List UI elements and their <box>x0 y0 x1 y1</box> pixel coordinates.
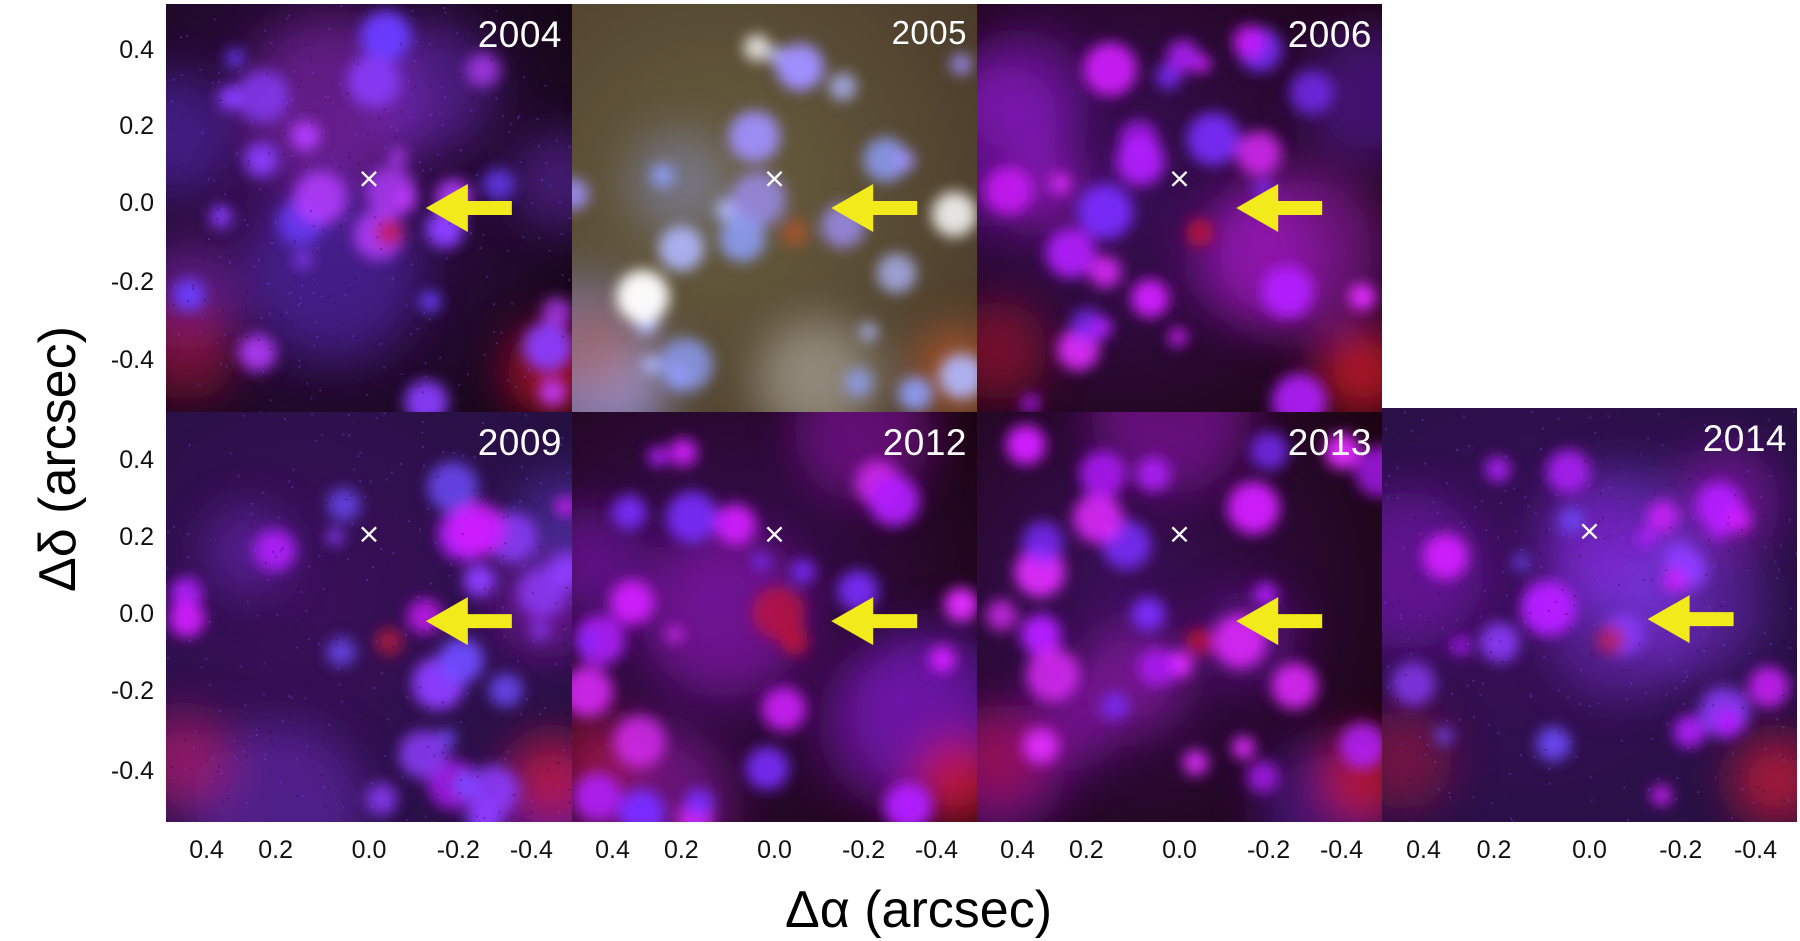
panel-year-label: 2014 <box>1702 418 1787 459</box>
panel-2006: × 2006 <box>977 4 1382 412</box>
y-tick-label: 0.0 <box>119 189 154 217</box>
panel-2014: × 2014 <box>1382 408 1797 822</box>
x-axis-label: Δα (arcsec) <box>785 881 1053 939</box>
y-axis-label: Δδ (arcsec) <box>29 326 87 592</box>
y-tick-label: 0.4 <box>119 446 154 474</box>
x-tick-label: 0.0 <box>1572 836 1607 864</box>
x-tick-label: 0.0 <box>757 836 792 864</box>
star-field <box>985 424 1382 794</box>
x-tick-label: 0.4 <box>1000 836 1035 864</box>
panel-image: × <box>166 412 572 822</box>
x-tick-label: -0.2 <box>436 836 480 864</box>
star-field <box>572 34 977 412</box>
y-tick-label: -0.2 <box>110 268 154 296</box>
center-marker: × <box>763 517 786 550</box>
yellow-left-arrow-icon <box>831 597 918 646</box>
panel-image: × <box>1382 408 1797 822</box>
x-tick-label: -0.2 <box>1659 836 1703 864</box>
panel-image: × <box>572 4 977 412</box>
x-tick-label: 0.0 <box>351 836 387 864</box>
center-marker: × <box>1168 517 1191 550</box>
x-tick-label: -0.4 <box>1733 836 1778 864</box>
y-tick-label: 0.2 <box>119 523 154 551</box>
panel-year-label: 2012 <box>882 422 967 463</box>
center-marker: × <box>357 161 380 194</box>
panel-year-label: 2005 <box>891 14 967 51</box>
panel-image: × <box>977 412 1382 822</box>
star-field <box>168 461 572 822</box>
x-tick-label: -0.2 <box>1247 836 1291 864</box>
panel-year-label: 2004 <box>477 14 562 55</box>
yellow-left-arrow-icon <box>1647 595 1734 644</box>
x-tick-label: 0.4 <box>1406 836 1441 864</box>
y-tick-label: 0.2 <box>119 112 154 140</box>
y-tick-label: -0.2 <box>110 677 154 705</box>
x-tick-label: 0.4 <box>595 836 630 864</box>
panel-year-label: 2006 <box>1287 14 1372 55</box>
panel-2013: × 2013 <box>977 412 1382 822</box>
panel-image: × <box>977 4 1382 412</box>
star-field <box>572 438 977 822</box>
panel-year-label: 2009 <box>477 422 562 463</box>
noise-texture <box>1384 408 1797 822</box>
yellow-left-arrow-icon <box>1236 597 1323 646</box>
x-tick-label: -0.4 <box>1319 836 1364 864</box>
yellow-left-arrow-icon <box>1236 184 1323 232</box>
y-tick-label: 0.0 <box>119 600 154 628</box>
y-tick-label: 0.4 <box>119 36 154 64</box>
panel-year-label: 2013 <box>1287 422 1372 463</box>
x-tick-label: 0.2 <box>258 836 293 864</box>
panel-2012: × 2012 <box>572 412 977 822</box>
panel-2009: × 2009 <box>166 412 572 822</box>
x-tick-label: -0.2 <box>842 836 886 864</box>
center-marker: × <box>357 517 380 550</box>
star-field <box>1391 449 1790 806</box>
center-marker: × <box>1168 161 1191 194</box>
yellow-left-arrow-icon <box>831 184 918 232</box>
y-tick-label: -0.4 <box>110 346 154 374</box>
star-field <box>984 24 1376 412</box>
center-marker: × <box>1578 514 1601 547</box>
noise-texture <box>166 5 572 412</box>
center-marker: × <box>763 161 786 194</box>
x-tick-label: 0.2 <box>1068 836 1104 864</box>
diffuse-glow <box>166 470 572 822</box>
yellow-left-arrow-icon <box>425 184 512 232</box>
x-tick-label: 0.2 <box>663 836 699 864</box>
panel-image: × <box>166 4 572 412</box>
yellow-left-arrow-icon <box>425 597 512 646</box>
y-tick-label: -0.4 <box>110 757 154 785</box>
panel-image: × <box>572 412 977 822</box>
noise-texture <box>166 412 572 822</box>
x-tick-label: 0.4 <box>189 836 224 864</box>
panel-2005: × 2005 <box>572 4 977 412</box>
x-tick-label: 0.0 <box>1162 836 1197 864</box>
panel-2004: × 2004 <box>166 4 572 412</box>
x-tick-label: -0.4 <box>509 836 553 864</box>
x-tick-label: -0.4 <box>914 836 959 864</box>
x-tick-label: 0.2 <box>1476 836 1512 864</box>
